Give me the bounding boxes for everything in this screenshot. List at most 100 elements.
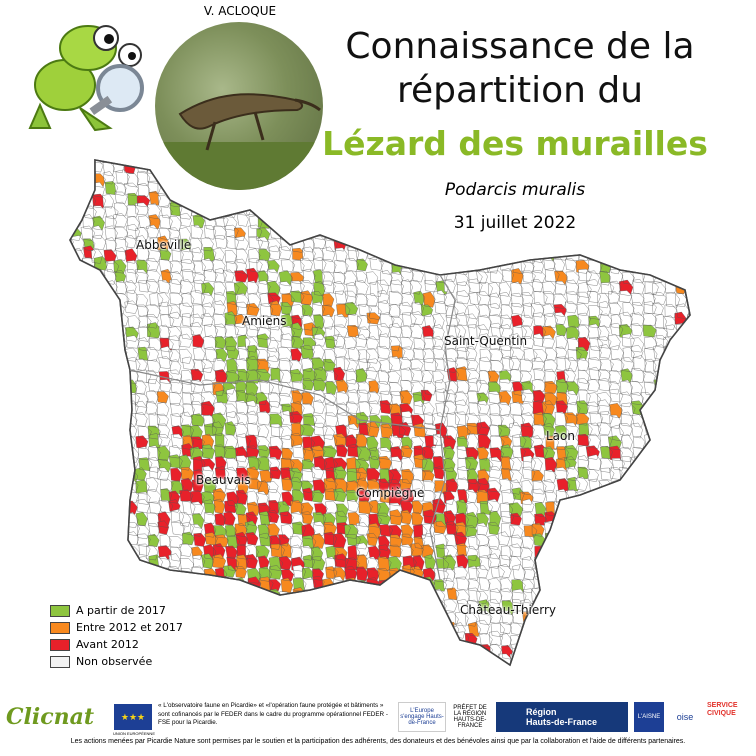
commune-cell (665, 535, 679, 550)
commune-cell (158, 545, 172, 560)
commune-cell (588, 645, 601, 658)
commune-cell (631, 181, 643, 194)
commune-cell (159, 248, 172, 261)
commune-cell (555, 556, 570, 571)
commune-cell (116, 543, 130, 557)
commune-cell (652, 192, 666, 207)
commune-cell (545, 160, 558, 162)
commune-cell (136, 160, 150, 163)
commune-cell (301, 392, 314, 406)
commune-cell (455, 357, 470, 370)
commune-cell (378, 456, 392, 470)
commune-cell (399, 172, 411, 187)
commune-cell (544, 457, 558, 472)
commune-cell (620, 611, 634, 626)
commune-cell (102, 533, 115, 548)
commune-cell (413, 598, 428, 614)
commune-cell (269, 182, 282, 199)
commune-cell (444, 160, 456, 163)
commune-cell (160, 269, 173, 283)
commune-cell (347, 346, 361, 362)
commune-cell (413, 347, 426, 360)
commune-cell (60, 283, 70, 297)
commune-cell (465, 346, 477, 362)
commune-cell (92, 194, 106, 209)
commune-cell (114, 555, 129, 570)
commune-cell (664, 612, 677, 628)
commune-cell (465, 447, 479, 460)
commune-cell (664, 403, 678, 418)
commune-cell (278, 347, 292, 362)
commune-cell (498, 425, 511, 438)
commune-cell (345, 664, 358, 665)
commune-cell (611, 160, 625, 172)
commune-cell (311, 445, 326, 459)
commune-cell (465, 456, 479, 470)
commune-cell (565, 160, 577, 161)
commune-cell (290, 477, 303, 491)
commune-cell (687, 554, 690, 570)
commune-cell (190, 160, 204, 163)
clicnat-logo[interactable]: Clicnat (6, 704, 95, 730)
commune-cell (675, 160, 688, 173)
commune-cell (223, 434, 238, 450)
commune-cell (400, 268, 414, 282)
commune-cell (423, 479, 436, 492)
commune-cell (369, 256, 384, 271)
commune-cell (465, 247, 479, 260)
commune-cell (82, 579, 95, 595)
commune-cell (70, 511, 83, 528)
commune-cell (685, 227, 690, 243)
commune-cell (644, 402, 659, 418)
commune-cell (223, 565, 236, 578)
commune-cell (391, 183, 406, 195)
commune-cell (688, 400, 690, 416)
commune-cell (663, 378, 676, 392)
commune-cell (685, 468, 690, 481)
commune-cell (292, 652, 304, 665)
commune-cell (390, 412, 405, 427)
commune-cell (391, 575, 404, 591)
city-label-amiens: Amiens (242, 314, 287, 328)
commune-cell (653, 459, 666, 474)
commune-cell (567, 533, 582, 548)
commune-cell (685, 369, 690, 385)
legend-label: Non observée (76, 655, 153, 668)
commune-cell (488, 335, 502, 351)
commune-cell (356, 368, 368, 384)
commune-cell (191, 436, 205, 450)
distribution-map: Abbeville Amiens Saint-Quentin Laon Beau… (60, 150, 710, 670)
commune-cell (567, 203, 579, 218)
map-date: 31 juillet 2022 (453, 213, 577, 233)
commune-cell (72, 389, 85, 404)
commune-cell (70, 590, 84, 603)
commune-cell (290, 597, 303, 611)
commune-cell (390, 279, 404, 294)
commune-cell (103, 324, 118, 338)
commune-cell (597, 248, 610, 262)
commune-cell (70, 369, 74, 382)
commune-cell (92, 521, 105, 535)
commune-cell (487, 235, 499, 251)
commune-cell (709, 217, 710, 230)
commune-cell (91, 348, 103, 361)
commune-cell (71, 162, 85, 175)
commune-cell (676, 521, 689, 535)
commune-cell (92, 401, 104, 414)
commune-cell (564, 368, 576, 383)
commune-cell (158, 160, 173, 163)
commune-cell (456, 477, 471, 491)
commune-cell (246, 194, 260, 210)
commune-cell (201, 160, 215, 174)
commune-cell (335, 379, 349, 394)
commune-cell (302, 212, 315, 228)
commune-cell (358, 489, 371, 502)
commune-cell (631, 239, 644, 253)
commune-cell (412, 250, 427, 263)
commune-cell (676, 579, 690, 593)
commune-cell (597, 172, 611, 187)
commune-cell (281, 656, 294, 665)
commune-cell (399, 213, 412, 227)
commune-cell (654, 501, 668, 517)
commune-cell (399, 191, 412, 205)
